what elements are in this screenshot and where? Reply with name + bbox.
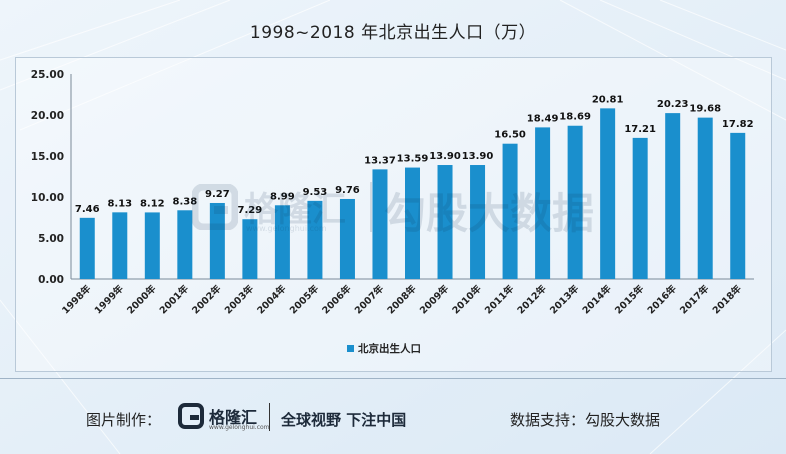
x-tick-label: 2006年 bbox=[320, 282, 354, 316]
x-tick-label: 2003年 bbox=[222, 282, 256, 316]
x-tick-label: 2009年 bbox=[417, 282, 451, 316]
data-label: 9.76 bbox=[335, 185, 360, 196]
y-tick-label: 5.00 bbox=[38, 233, 64, 245]
y-tick-label: 20.00 bbox=[31, 110, 64, 122]
data-label: 18.49 bbox=[527, 113, 559, 124]
y-tick-label: 15.00 bbox=[31, 151, 64, 163]
data-label: 13.59 bbox=[397, 154, 429, 165]
bar bbox=[567, 125, 583, 279]
x-tick-label: 2004年 bbox=[255, 282, 289, 316]
chart-panel: 0.00 5.00 10.00 15.00 20.00 25.00 7.46 1998年 8.1… bbox=[15, 57, 772, 372]
data-label: 18.69 bbox=[559, 112, 591, 123]
bar bbox=[339, 198, 355, 279]
bar bbox=[307, 200, 323, 279]
data-label: 20.23 bbox=[657, 99, 689, 110]
bar bbox=[405, 167, 420, 279]
bar bbox=[502, 143, 518, 279]
footer-vertical-divider bbox=[269, 403, 270, 431]
data-label: 13.37 bbox=[364, 155, 396, 166]
data-label: 17.21 bbox=[624, 124, 656, 135]
x-tick-label: 2010年 bbox=[450, 282, 484, 316]
bar bbox=[144, 212, 160, 279]
bar bbox=[470, 165, 486, 279]
bar bbox=[112, 212, 128, 279]
data-label: 17.82 bbox=[722, 119, 754, 130]
bar-chart: 0.00 5.00 10.00 15.00 20.00 25.00 7.46 1998年 8.1… bbox=[31, 69, 754, 355]
logo-url: www.gelonghui.com bbox=[209, 424, 270, 431]
data-label: 7.46 bbox=[75, 204, 100, 215]
bar bbox=[535, 127, 551, 279]
x-tick-label: 2011年 bbox=[482, 282, 516, 316]
x-tick-label: 2005年 bbox=[287, 282, 321, 316]
bar bbox=[665, 113, 681, 279]
slogan: 全球视野 下注中国 bbox=[281, 411, 407, 429]
bar bbox=[437, 165, 453, 279]
data-label: 8.99 bbox=[270, 191, 295, 202]
bar bbox=[209, 202, 225, 279]
x-tick-label: 2013年 bbox=[547, 282, 581, 316]
page-title: 1998~2018 年北京出生人口（万） bbox=[249, 23, 537, 43]
x-tick-label: 2018年 bbox=[710, 282, 744, 316]
x-tick-label: 1999年 bbox=[92, 282, 126, 316]
data-label: 16.50 bbox=[494, 130, 526, 141]
data-label: 19.68 bbox=[689, 104, 721, 115]
data-label: 13.90 bbox=[429, 151, 461, 162]
footer-divider bbox=[0, 378, 786, 379]
bar bbox=[242, 219, 258, 279]
logo-name: 格隆汇 bbox=[209, 408, 258, 427]
legend-label: 北京出生人口 bbox=[358, 342, 421, 355]
x-tick-label: 2001年 bbox=[157, 282, 191, 316]
data-support: 数据支持：勾股大数据 bbox=[510, 411, 661, 429]
legend-swatch bbox=[347, 345, 354, 352]
x-tick-label: 2000年 bbox=[125, 282, 159, 316]
data-label: 8.38 bbox=[172, 196, 197, 207]
data-label: 8.13 bbox=[107, 198, 132, 209]
bar bbox=[372, 169, 388, 279]
y-tick-label: 25.00 bbox=[31, 69, 64, 81]
bar bbox=[274, 205, 290, 279]
bar bbox=[730, 132, 746, 279]
gelonghui-logo-icon bbox=[178, 403, 204, 429]
y-tick-label: 10.00 bbox=[31, 192, 64, 204]
bar bbox=[632, 137, 648, 279]
bar bbox=[79, 217, 95, 279]
x-tick-label: 1998年 bbox=[59, 282, 93, 316]
x-tick-label: 2002年 bbox=[190, 282, 224, 316]
data-label: 7.29 bbox=[238, 205, 263, 216]
data-label: 9.53 bbox=[303, 187, 328, 198]
data-label: 8.12 bbox=[140, 198, 165, 209]
x-tick-label: 2007年 bbox=[352, 282, 386, 316]
x-tick-label: 2012年 bbox=[515, 282, 549, 316]
data-label: 20.81 bbox=[592, 94, 624, 105]
bar bbox=[177, 210, 193, 279]
x-tick-label: 2017年 bbox=[677, 282, 711, 316]
y-tick-label: 0.00 bbox=[38, 274, 64, 286]
bar bbox=[600, 108, 616, 279]
x-tick-label: 2015年 bbox=[612, 282, 646, 316]
footer: 图片制作： 格隆汇 www.gelonghui.com 全球视野 下注中国 数据… bbox=[0, 379, 786, 454]
x-tick-label: 2016年 bbox=[645, 282, 679, 316]
x-tick-label: 2008年 bbox=[385, 282, 419, 316]
credit-label: 图片制作： bbox=[86, 411, 162, 429]
bar bbox=[697, 117, 713, 280]
x-tick-label: 2014年 bbox=[580, 282, 614, 316]
data-label: 13.90 bbox=[462, 151, 494, 162]
data-label: 9.27 bbox=[205, 189, 230, 200]
